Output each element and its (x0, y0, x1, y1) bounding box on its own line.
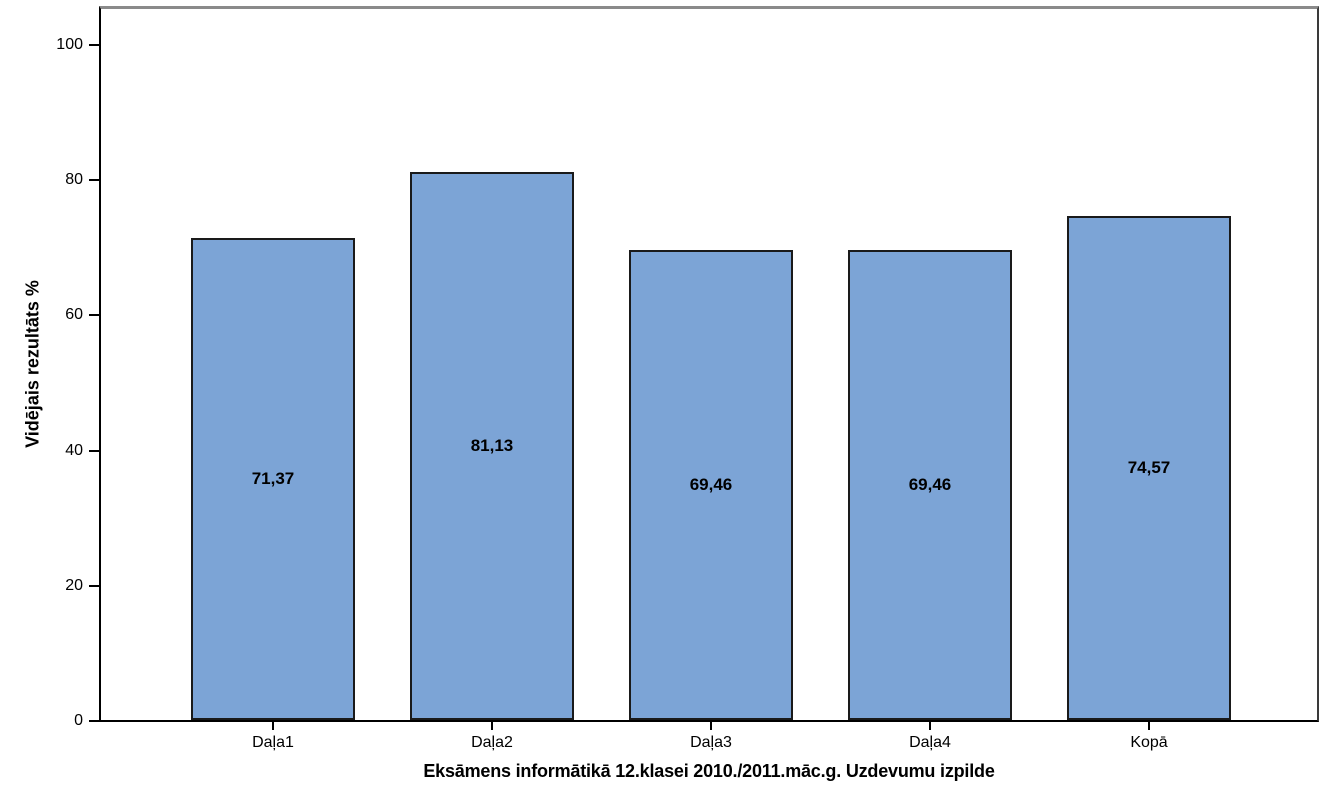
x-axis-category-label: Daļa2 (471, 734, 513, 751)
x-axis-tick (929, 722, 931, 730)
x-axis-category-label: Daļa4 (909, 734, 951, 751)
bar-Kopā: 74,57 (1067, 216, 1231, 720)
y-axis-tick (89, 179, 99, 181)
x-axis-category-label: Daļa3 (690, 734, 732, 751)
bar-value-label: 74,57 (1127, 458, 1171, 477)
x-axis-tick (1148, 722, 1150, 730)
y-axis-tick-label: 60 (65, 306, 83, 323)
bar-value-label: 81,13 (470, 436, 514, 455)
bar-value-label: 69,46 (908, 475, 952, 494)
y-axis-tick (89, 585, 99, 587)
bar-value-label: 71,37 (251, 469, 295, 488)
x-axis-category-label: Kopā (1130, 734, 1168, 751)
x-axis-title: Eksāmens informātikā 12.klasei 2010./201… (423, 761, 995, 781)
bar-value-label: 69,46 (689, 475, 733, 494)
y-axis-tick-label: 20 (65, 577, 83, 594)
y-axis-tick (89, 720, 99, 722)
x-axis-category-label: Daļa1 (252, 734, 294, 751)
bar-Daļa1: 71,37 (191, 238, 355, 720)
bar-Daļa3: 69,46 (629, 250, 793, 720)
y-axis-tick-label: 0 (74, 712, 83, 729)
y-axis-tick-label: 80 (65, 171, 83, 188)
y-axis-title-text: Vidējais rezultāts % (22, 280, 43, 448)
x-axis-tick (272, 722, 274, 730)
y-axis-tick-label: 40 (65, 442, 83, 459)
y-axis-tick-label: 100 (56, 36, 83, 53)
x-axis-tick (710, 722, 712, 730)
bar-Daļa2: 81,13 (410, 172, 574, 720)
y-axis-tick (89, 314, 99, 316)
y-axis-tick (89, 44, 99, 46)
x-axis-tick (491, 722, 493, 730)
bar-Daļa4: 69,46 (848, 250, 1012, 720)
plot-area: 71,37 81,13 69,46 69,46 74,57 (99, 6, 1319, 722)
y-axis-tick (89, 450, 99, 452)
